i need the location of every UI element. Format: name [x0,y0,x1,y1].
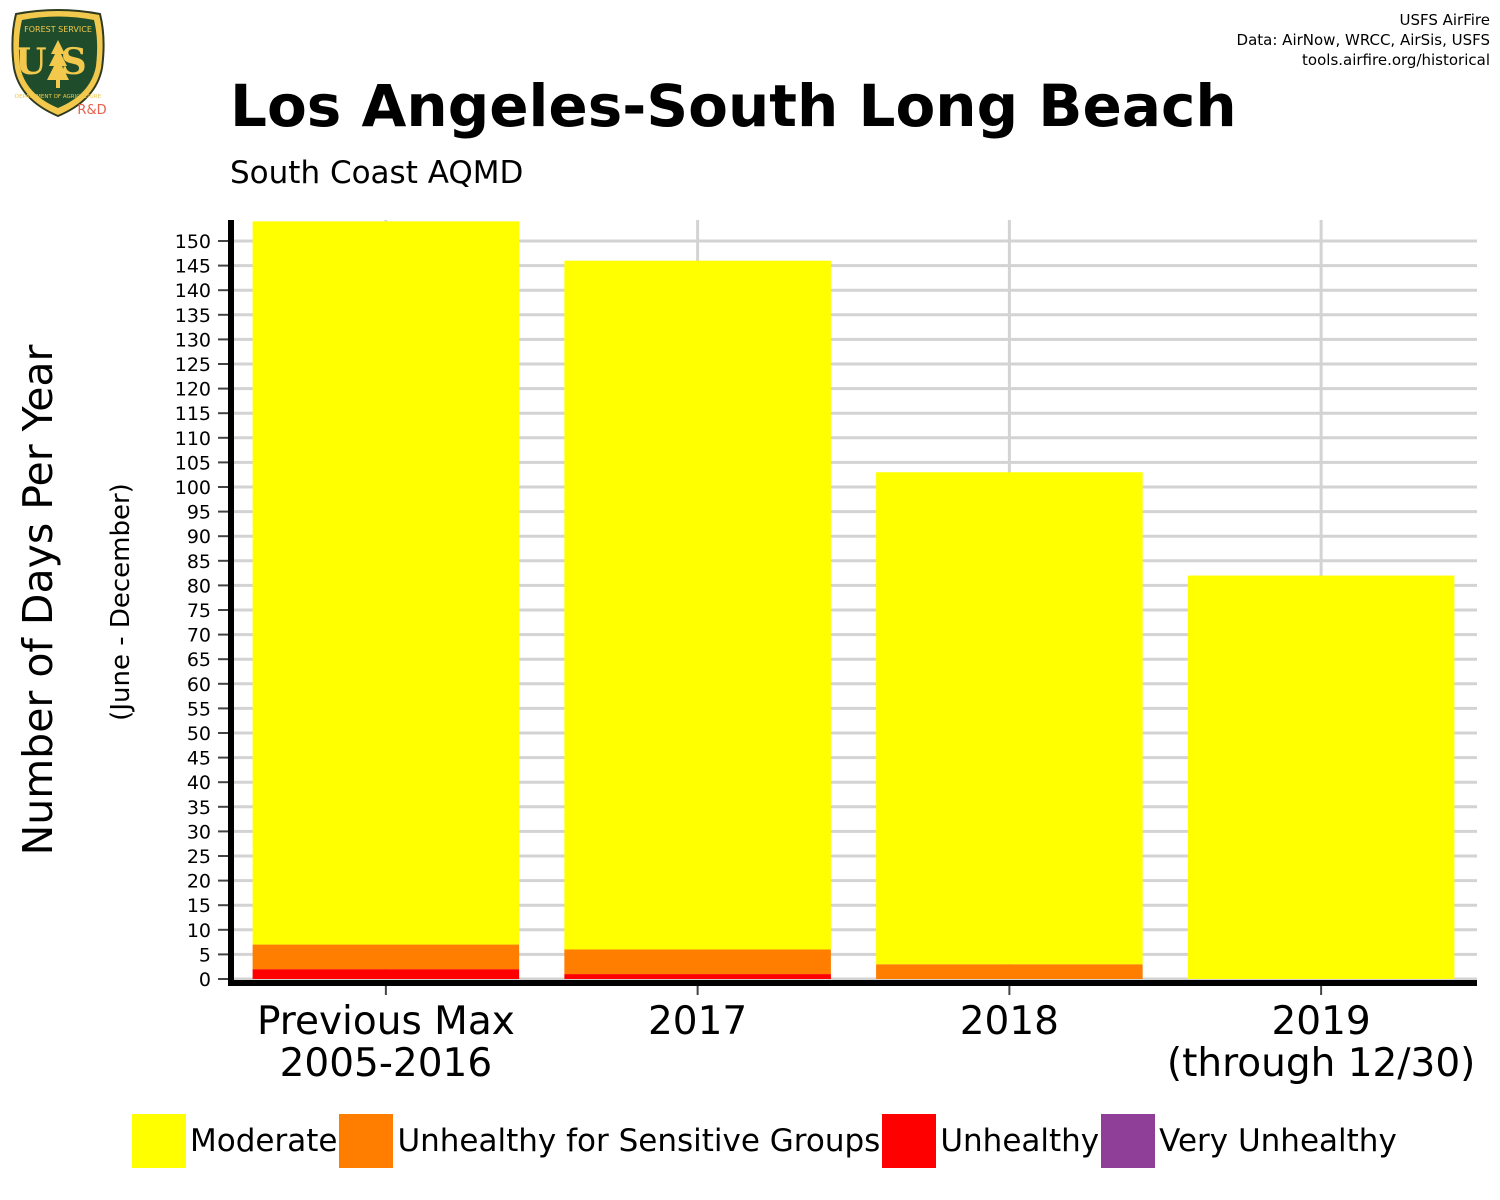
y-tick-label: 60 [187,674,211,696]
legend-swatch [882,1114,937,1168]
legend-item: Unhealthy [882,1114,1099,1168]
legend-label: Unhealthy for Sensitive Groups [397,1123,881,1159]
x-tick-label: Previous Max 2005-2016 [257,999,515,1086]
y-tick-label: 100 [175,477,211,499]
legend-swatch [339,1114,394,1168]
y-tick-label: 140 [175,280,211,302]
y-tick-label: 80 [187,575,211,597]
y-tick-label: 0 [199,969,211,991]
y-tick-label: 110 [175,428,211,450]
y-tick-label: 5 [199,944,211,966]
chart-title: Los Angeles-South Long Beach [230,72,1237,140]
y-tick-label: 30 [187,821,211,843]
y-tick-label: 85 [187,551,211,573]
y-tick-label: 115 [175,403,211,425]
logo-bottom-text: DEPARTMENT OF AGRICULTURE [15,94,102,100]
logo-top-text: FOREST SERVICE [24,25,92,34]
y-tick-label: 75 [187,600,211,622]
bar-unhealthy-for-sensitive-groups [564,949,831,975]
bar-moderate [1187,575,1455,979]
y-tick-label: 130 [175,329,211,351]
credit-line: USFS AirFire [1399,11,1490,29]
y-tick-label: 40 [187,772,211,794]
legend-swatch [132,1114,186,1168]
y-tick-label: 125 [175,354,211,376]
y-tick-label: 120 [175,379,211,401]
y-tick-label: 50 [187,723,211,745]
legend-label: Very Unhealthy [1159,1123,1397,1159]
x-tick-label: 2019 (through 12/30) [1167,999,1475,1086]
y-tick-label: 35 [187,797,211,819]
bar-moderate [564,260,831,950]
y-tick-label: 45 [187,748,211,770]
y-tick-label: 10 [187,920,211,942]
y-tick-label: 55 [187,698,211,720]
legend-label: Unhealthy [940,1123,1100,1159]
x-tick-label: 2018 [960,999,1059,1044]
y-tick-label: 90 [187,526,211,548]
y-tick-label: 105 [175,452,211,474]
credit-line: tools.airfire.org/historical [1302,51,1490,69]
y-tick-label: 135 [175,305,211,327]
y-tick-label: 70 [187,625,211,647]
y-tick-label: 15 [187,895,211,917]
bar-unhealthy [252,969,520,979]
bar-unhealthy [564,974,831,979]
y-tick-label: 95 [187,502,211,524]
bar-moderate [252,221,520,945]
y-tick-label: 65 [187,649,211,671]
tree-icon [47,40,69,88]
legend-swatch [1101,1114,1156,1168]
y-tick-label: 145 [175,256,211,278]
credit-line: Data: AirNow, WRCC, AirSis, USFS [1236,31,1490,49]
chart-subtitle: South Coast AQMD [230,155,524,191]
y-tick-label: 150 [175,231,211,253]
y-tick-label: 25 [187,846,211,868]
x-tick-label: 2017 [648,999,747,1044]
legend-item: Moderate [132,1114,337,1168]
usfs-logo: FOREST SERVICE US DEPARTMENT OF AGRICULT… [11,9,107,118]
y-tick-label: 20 [187,871,211,893]
legend-label: Moderate [190,1123,338,1159]
legend-item: Unhealthy for Sensitive Groups [339,1114,880,1168]
logo-badge-text: R&D [77,103,106,118]
bar-unhealthy-for-sensitive-groups [252,944,520,970]
credits: USFS AirFire Data: AirNow, WRCC, AirSis,… [1237,10,1490,70]
bar-moderate [876,472,1143,965]
bar-unhealthy-for-sensitive-groups [876,964,1143,979]
legend: Moderate Unhealthy for Sensitive Groups Un… [132,1113,1399,1169]
legend-item: Very Unhealthy [1101,1114,1397,1168]
